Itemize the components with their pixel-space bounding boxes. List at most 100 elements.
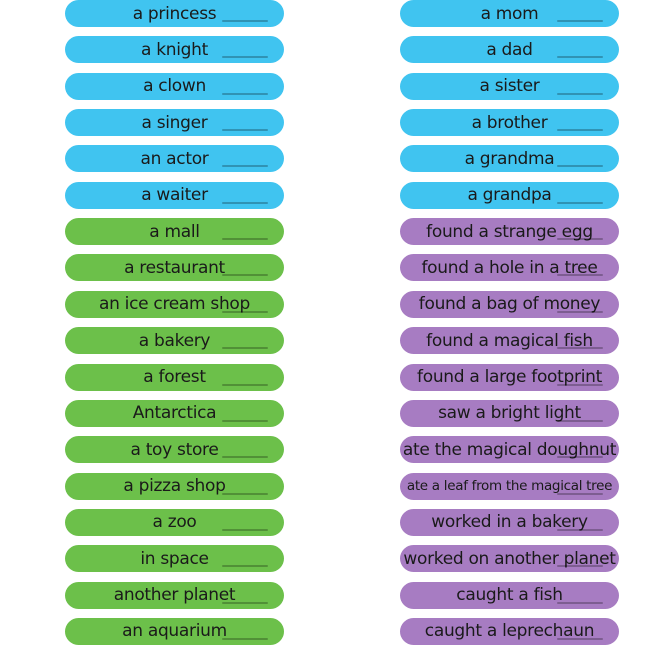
copyright-fine-print bbox=[557, 238, 603, 241]
copyright-fine-print bbox=[557, 456, 603, 459]
left-stick-6: a waiter bbox=[65, 181, 284, 209]
right-stick-8: found a hole in a tree bbox=[400, 254, 619, 282]
stick-label: a toy store bbox=[130, 439, 219, 460]
copyright-fine-print bbox=[557, 565, 603, 568]
copyright-fine-print bbox=[557, 528, 603, 531]
stick-label: a clown bbox=[143, 76, 206, 97]
right-stick-2: a dad bbox=[400, 36, 619, 64]
stick-label: a dad bbox=[486, 39, 533, 60]
copyright-fine-print bbox=[222, 201, 268, 204]
left-stick-4: a singer bbox=[65, 109, 284, 137]
stick-label: found a large footprint bbox=[417, 367, 602, 387]
right-stick-9: found a bag of money bbox=[400, 290, 619, 318]
stick-label: a bakery bbox=[138, 330, 211, 351]
copyright-fine-print bbox=[557, 383, 603, 386]
right-stick-17: caught a fish bbox=[400, 581, 619, 609]
copyright-fine-print bbox=[557, 92, 603, 95]
copyright-fine-print bbox=[557, 165, 603, 168]
copyright-fine-print bbox=[222, 347, 268, 350]
copyright-fine-print bbox=[222, 419, 268, 422]
stick-label: a knight bbox=[141, 39, 208, 60]
copyright-fine-print bbox=[557, 347, 603, 350]
right-stick-12: saw a bright light bbox=[400, 399, 619, 427]
stick-label: a restaurant bbox=[124, 257, 225, 278]
left-stick-7: a mall bbox=[65, 218, 284, 246]
copyright-fine-print bbox=[222, 310, 268, 313]
copyright-fine-print bbox=[222, 129, 268, 132]
left-stick-2: a knight bbox=[65, 36, 284, 64]
copyright-fine-print bbox=[222, 565, 268, 568]
copyright-fine-print bbox=[222, 492, 268, 495]
stick-label: a grandma bbox=[464, 148, 555, 169]
copyright-fine-print bbox=[222, 274, 268, 277]
stick-label: a forest bbox=[143, 367, 206, 387]
copyright-fine-print bbox=[222, 601, 268, 604]
copyright-fine-print bbox=[222, 165, 268, 168]
stick-label: ate the magical doughnut bbox=[402, 439, 617, 460]
copyright-fine-print bbox=[222, 456, 268, 459]
stick-label: found a hole in a tree bbox=[421, 257, 598, 278]
stick-label: caught a fish bbox=[456, 585, 563, 606]
right-stick-13: ate the magical doughnut bbox=[400, 436, 619, 464]
stick-label: a pizza shop bbox=[123, 476, 226, 497]
copyright-fine-print bbox=[222, 92, 268, 95]
right-stick-15: worked in a bakery bbox=[400, 508, 619, 536]
stick-label: a waiter bbox=[141, 185, 208, 206]
copyright-fine-print bbox=[557, 129, 603, 132]
right-stick-1: a mom bbox=[400, 0, 619, 27]
copyright-fine-print bbox=[557, 20, 603, 22]
left-stick-11: a forest bbox=[65, 363, 284, 391]
copyright-fine-print bbox=[222, 238, 268, 241]
stick-label: a mall bbox=[149, 221, 200, 242]
copyright-fine-print bbox=[557, 419, 603, 422]
left-stick-3: a clown bbox=[65, 72, 284, 100]
right-stick-5: a grandma bbox=[400, 145, 619, 173]
stick-label: a princess bbox=[132, 3, 217, 24]
left-stick-8: a restaurant bbox=[65, 254, 284, 282]
left-stick-18: an aquarium bbox=[65, 617, 284, 645]
stick-label: a sister bbox=[479, 76, 540, 97]
left-stick-13: a toy store bbox=[65, 436, 284, 464]
stick-label: Antarctica bbox=[132, 403, 217, 424]
copyright-fine-print bbox=[557, 56, 603, 59]
left-stick-15: a zoo bbox=[65, 508, 284, 536]
copyright-fine-print bbox=[557, 201, 603, 204]
copyright-fine-print bbox=[557, 310, 603, 313]
left-stick-9: an ice cream shop bbox=[65, 290, 284, 318]
stick-label: worked in a bakery bbox=[431, 512, 588, 533]
left-stick-12: Antarctica bbox=[65, 399, 284, 427]
stick-label: a brother bbox=[471, 112, 548, 133]
stick-label: ate a leaf from the magical tree bbox=[406, 478, 613, 495]
stick-label: worked on another planet bbox=[403, 548, 616, 569]
right-stick-11: found a large footprint bbox=[400, 363, 619, 391]
stick-label: a grandpa bbox=[467, 185, 552, 206]
left-stick-17: another planet bbox=[65, 581, 284, 609]
right-stick-16: worked on another planet bbox=[400, 545, 619, 573]
copyright-fine-print bbox=[557, 274, 603, 277]
stick-label: caught a leprechaun bbox=[424, 621, 595, 642]
stick-label: a zoo bbox=[152, 512, 197, 533]
stick-label: in space bbox=[140, 548, 209, 569]
stick-label: saw a bright light bbox=[438, 403, 581, 424]
stick-label: another planet bbox=[113, 585, 236, 606]
stick-label: an aquarium bbox=[122, 621, 227, 642]
stick-label: an actor bbox=[140, 148, 209, 169]
right-stick-18: caught a leprechaun bbox=[400, 617, 619, 645]
copyright-fine-print bbox=[222, 383, 268, 386]
right-stick-4: a brother bbox=[400, 109, 619, 137]
right-stick-6: a grandpa bbox=[400, 181, 619, 209]
stick-label: found a strange egg bbox=[426, 221, 593, 242]
left-stick-1: a princess bbox=[65, 0, 284, 27]
left-stick-14: a pizza shop bbox=[65, 472, 284, 500]
stick-label: an ice cream shop bbox=[98, 294, 251, 315]
left-stick-5: an actor bbox=[65, 145, 284, 173]
copyright-fine-print bbox=[557, 492, 603, 495]
copyright-fine-print bbox=[557, 601, 603, 604]
right-stick-10: found a magical fish bbox=[400, 327, 619, 355]
stick-label: found a bag of money bbox=[418, 294, 601, 315]
copyright-fine-print bbox=[222, 20, 268, 22]
copyright-fine-print bbox=[557, 637, 603, 640]
stick-label: a singer bbox=[141, 112, 208, 133]
copyright-fine-print bbox=[222, 528, 268, 531]
right-stick-14: ate a leaf from the magical tree bbox=[400, 472, 619, 500]
